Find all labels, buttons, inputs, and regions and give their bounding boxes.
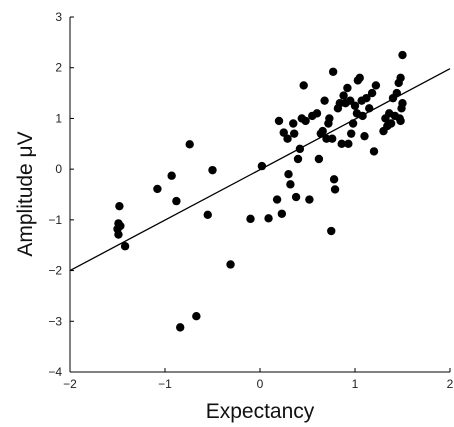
y-tick-label: −4 (48, 365, 62, 379)
data-point (398, 50, 407, 60)
data-point (367, 88, 377, 98)
data-point (295, 144, 305, 154)
data-point (371, 81, 381, 90)
data-point (329, 175, 339, 184)
data-point (325, 114, 334, 123)
data-point (305, 195, 314, 204)
data-point (172, 196, 181, 206)
data-point (115, 201, 124, 211)
data-point (272, 195, 282, 204)
data-point (293, 154, 303, 164)
data-point (279, 128, 288, 137)
data-point (299, 81, 308, 90)
data-point (398, 99, 407, 108)
data-point (185, 140, 194, 149)
data-point (192, 312, 201, 321)
data-point (301, 116, 310, 126)
data-point (153, 184, 162, 194)
data-point (360, 131, 369, 141)
data-point (318, 126, 327, 136)
data-point (328, 67, 338, 76)
data-point (208, 165, 217, 175)
data-point (339, 91, 348, 100)
data-point (114, 230, 123, 239)
data-point (120, 242, 130, 251)
data-point (337, 139, 346, 148)
x-ticks: −2 −1 0 1 2 (63, 368, 454, 391)
data-point (314, 154, 324, 164)
data-point (312, 109, 322, 118)
x-tick-label: 2 (447, 377, 454, 391)
data-point (274, 116, 284, 126)
x-axis-title: Expectancy (206, 400, 315, 423)
data-point (226, 260, 235, 269)
data-point (348, 119, 358, 128)
data-point (327, 226, 336, 236)
data-point (344, 139, 353, 148)
data-point (291, 192, 301, 202)
data-point (289, 119, 298, 128)
data-point (264, 214, 273, 223)
data-point (167, 171, 176, 180)
data-point (328, 134, 337, 143)
data-point (369, 147, 379, 156)
data-point (290, 129, 299, 138)
data-point (343, 83, 352, 93)
data-point (257, 161, 267, 171)
data-point (286, 180, 295, 189)
y-tick-label: −3 (48, 314, 62, 328)
data-point (203, 210, 212, 219)
x-tick-label: −1 (158, 377, 172, 391)
data-point (355, 73, 364, 83)
data-point (320, 96, 329, 105)
y-axis-title: Amplitude μV (14, 131, 37, 256)
data-point (176, 323, 185, 332)
plot-frame (69, 17, 450, 373)
y-tick-label: −1 (48, 213, 62, 227)
data-point (392, 88, 401, 98)
data-point (277, 209, 287, 218)
data-point (246, 214, 255, 224)
data-point (358, 111, 367, 121)
x-tick-label: −2 (63, 377, 77, 391)
x-tick-label: 1 (352, 377, 359, 391)
data-point (396, 116, 405, 126)
y-tick-label: 2 (55, 61, 62, 75)
data-point (284, 170, 293, 179)
y-tick-label: 3 (55, 10, 62, 24)
y-tick-label: −2 (48, 264, 62, 278)
data-point (330, 185, 340, 194)
data-point (365, 104, 374, 113)
x-tick-label: 0 (257, 377, 264, 391)
data-point (396, 73, 405, 83)
y-tick-label: 0 (55, 162, 62, 176)
data-point (386, 119, 396, 128)
data-point (283, 134, 292, 143)
y-tick-label: 1 (55, 111, 62, 125)
data-point (347, 129, 356, 138)
data-points (113, 50, 407, 332)
data-point (362, 93, 371, 103)
data-point (350, 101, 360, 110)
